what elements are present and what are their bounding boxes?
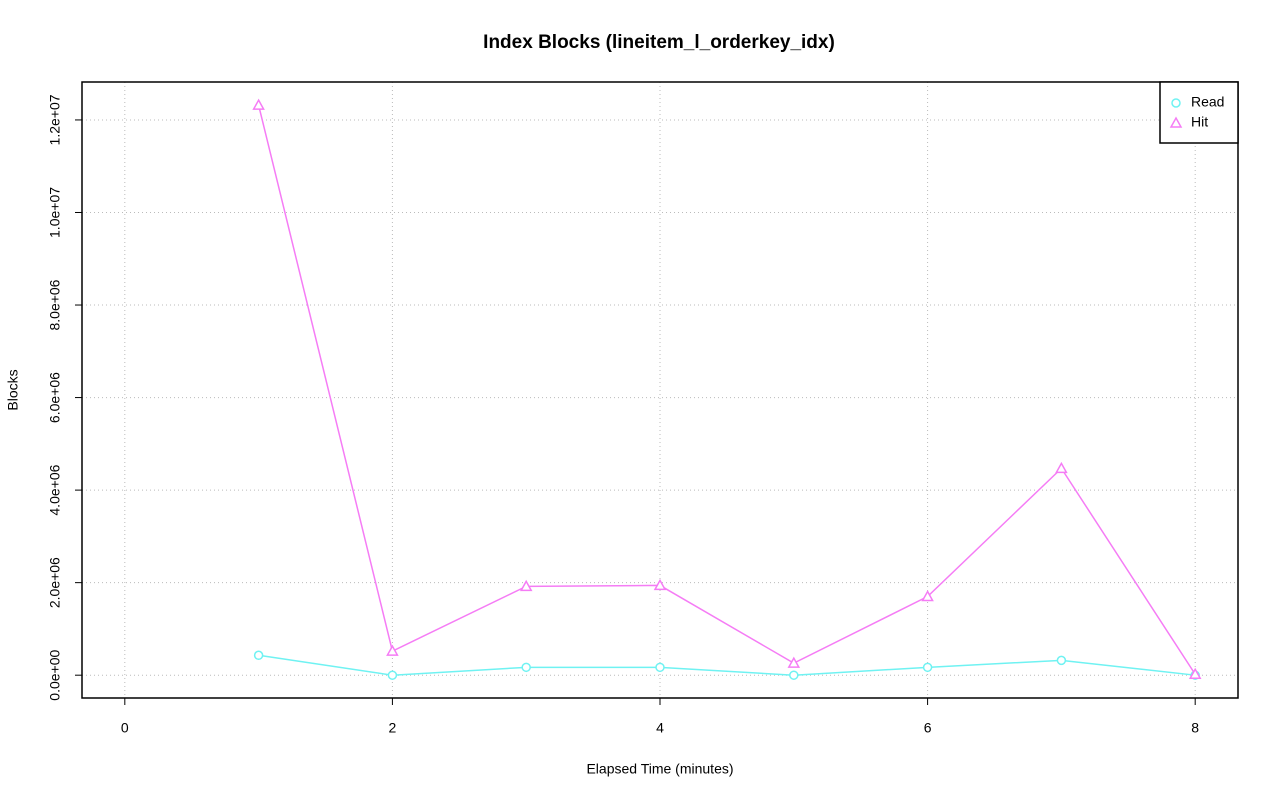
marker	[387, 670, 398, 680]
legend-box	[1159, 81, 1239, 144]
x-tick-label: 2	[389, 720, 397, 736]
plot-frame	[81, 81, 1239, 699]
y-tick-label: 4.0e+06	[47, 464, 63, 515]
y-tick-label: 1.2e+07	[47, 94, 63, 145]
x-tick-label: 0	[121, 720, 129, 736]
legend-label: Read	[1191, 94, 1224, 110]
marker	[1188, 667, 1202, 680]
marker	[521, 662, 531, 673]
series-line	[257, 104, 1196, 675]
marker	[787, 656, 801, 668]
marker	[653, 578, 667, 591]
x-axis-title: Elapsed Time (minutes)	[586, 761, 733, 777]
marker	[386, 644, 399, 656]
chart-title: Index Blocks (lineitem_l_orderkey_idx)	[483, 32, 835, 53]
legend-label: Hit	[1191, 114, 1208, 130]
marker	[1056, 655, 1067, 666]
y-tick-label: 2.0e+06	[47, 557, 63, 608]
marker	[1055, 461, 1068, 474]
x-tick-label: 4	[656, 720, 664, 736]
y-axis-title: Blocks	[5, 369, 21, 410]
x-tick-label: 8	[1191, 720, 1199, 736]
y-tick-label: 1.0e+07	[47, 187, 63, 238]
y-tick-label: 8.0e+06	[47, 279, 63, 330]
marker	[921, 589, 934, 602]
marker	[922, 662, 933, 673]
legend-marker	[1171, 98, 1181, 108]
series-line	[258, 654, 1196, 676]
y-tick-label: 0.0e+00	[47, 649, 63, 700]
legend-marker	[1169, 116, 1183, 128]
marker	[519, 579, 533, 592]
marker	[789, 670, 799, 680]
marker	[253, 650, 264, 661]
marker	[252, 98, 265, 110]
marker	[655, 662, 665, 673]
y-tick-label: 6.0e+06	[47, 372, 63, 423]
x-tick-label: 6	[924, 720, 932, 736]
